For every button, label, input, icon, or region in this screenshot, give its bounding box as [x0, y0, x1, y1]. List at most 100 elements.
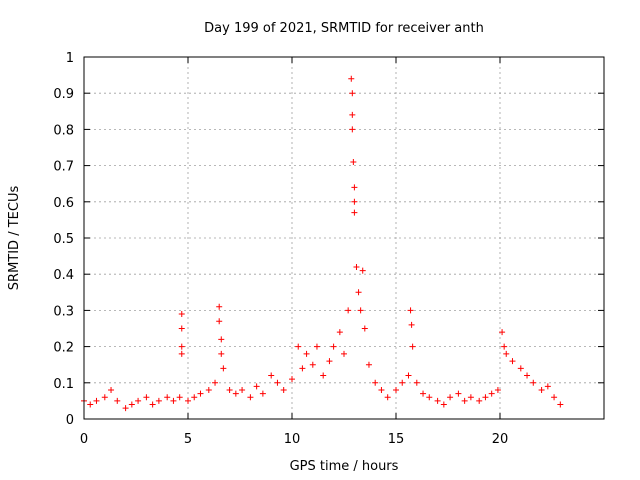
data-point: [212, 379, 219, 386]
data-point: [349, 90, 356, 97]
data-point: [467, 394, 474, 401]
data-point: [143, 394, 150, 401]
data-point: [309, 361, 316, 368]
data-point: [426, 394, 433, 401]
data-point: [530, 379, 537, 386]
data-point: [218, 336, 225, 343]
data-point: [399, 379, 406, 386]
data-point: [455, 390, 462, 397]
y-tick-label: 0.5: [53, 232, 74, 247]
data-point: [149, 401, 156, 408]
data-point: [178, 325, 185, 332]
data-point: [557, 401, 564, 408]
data-point: [405, 372, 412, 379]
data-point: [420, 390, 427, 397]
data-point: [239, 387, 246, 394]
ticks-layer: 00.10.20.30.40.50.60.70.80.910 5 10 15 20: [53, 51, 604, 447]
data-point: [349, 126, 356, 133]
data-point: [178, 311, 185, 318]
data-point: [220, 365, 227, 372]
data-point: [226, 387, 233, 394]
x-tick-label: 5: [184, 432, 192, 447]
y-tick-label: 1: [66, 51, 74, 66]
y-tick-label: 0.2: [53, 341, 74, 356]
data-point: [268, 372, 275, 379]
data-point: [128, 401, 135, 408]
data-point: [494, 387, 501, 394]
data-point: [544, 383, 551, 390]
x-tick-label: 20: [492, 432, 509, 447]
data-point: [357, 307, 364, 314]
data-point: [232, 390, 239, 397]
data-point: [170, 397, 177, 404]
data-point: [218, 350, 225, 357]
y-tick-label: 0.6: [53, 196, 74, 211]
data-point: [501, 343, 508, 350]
y-tick-label: 0: [66, 413, 74, 428]
data-point: [330, 343, 337, 350]
x-tick-label: 10: [284, 432, 301, 447]
data-point: [108, 387, 115, 394]
y-tick-label: 0.3: [53, 304, 74, 319]
data-point: [517, 365, 524, 372]
x-tick-label: 0: [80, 432, 88, 447]
data-point: [303, 350, 310, 357]
data-point: [348, 75, 355, 82]
data-point: [359, 267, 366, 274]
data-point: [185, 397, 191, 404]
data-point: [101, 394, 108, 401]
data-point: [299, 365, 306, 372]
data-point: [476, 397, 483, 404]
data-point: [197, 390, 204, 397]
data-point: [122, 405, 129, 412]
data-point: [205, 387, 212, 394]
data-point: [336, 329, 343, 336]
chart-title: Day 199 of 2021, SRMTID for receiver ant…: [204, 21, 484, 36]
data-point: [87, 401, 94, 408]
data-point: [440, 401, 447, 408]
data-point: [349, 111, 356, 118]
data-point: [176, 394, 183, 401]
data-point: [345, 307, 352, 314]
grid-layer: [84, 57, 604, 419]
data-point: [280, 387, 287, 394]
data-point: [350, 158, 357, 165]
data-point: [259, 390, 266, 397]
data-point: [114, 397, 121, 404]
data-point: [351, 184, 358, 191]
data-point: [488, 390, 495, 397]
y-tick-label: 0.7: [53, 160, 74, 175]
y-axis-label: SRMTID / TECUs: [7, 186, 22, 291]
data-point: [393, 387, 399, 394]
data-point: [216, 303, 223, 310]
data-point: [524, 372, 531, 379]
data-point: [216, 318, 223, 325]
data-point: [461, 397, 468, 404]
y-tick-label: 0.4: [53, 268, 74, 283]
data-point: [351, 198, 358, 205]
data-point: [372, 379, 379, 386]
data-point: [295, 343, 302, 350]
data-point: [155, 397, 162, 404]
data-point: [326, 358, 333, 365]
data-point: [178, 350, 185, 357]
data-point: [178, 343, 185, 350]
data-point: [164, 394, 171, 401]
data-point: [313, 343, 320, 350]
data-point: [355, 289, 362, 296]
points-layer: [81, 75, 564, 412]
data-point: [341, 350, 347, 357]
data-point: [447, 394, 454, 401]
x-axis-label: GPS time / hours: [290, 459, 399, 474]
data-point: [351, 209, 358, 216]
y-tick-label: 0.8: [53, 123, 74, 138]
data-point: [274, 379, 281, 386]
data-point: [503, 350, 510, 357]
data-point: [413, 379, 420, 386]
data-point: [408, 321, 415, 328]
data-point: [135, 397, 142, 404]
data-point: [434, 397, 441, 404]
data-point: [289, 376, 295, 383]
